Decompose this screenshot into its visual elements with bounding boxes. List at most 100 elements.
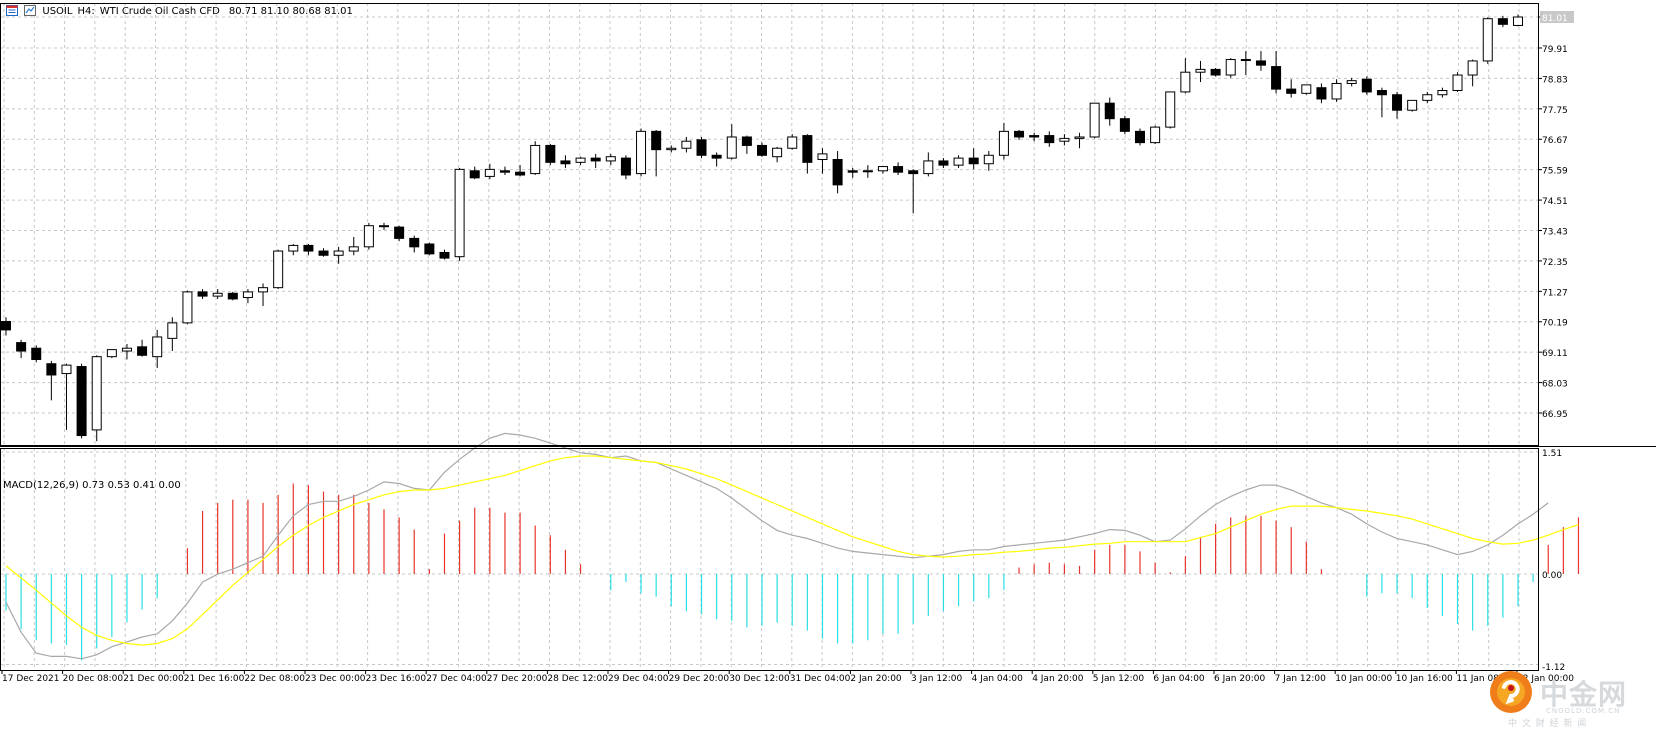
candle-bear	[1361, 78, 1372, 93]
candle-bear	[1, 320, 11, 331]
candle-bull	[182, 291, 193, 324]
candle-bear	[1044, 135, 1055, 144]
candle-bear	[893, 166, 904, 173]
time-label: 12 Jan 00:00	[1517, 674, 1574, 684]
time-label: 21 Dec 16:00	[184, 674, 245, 684]
candle-bull	[258, 287, 269, 293]
price-label: 72.35	[1542, 258, 1568, 268]
candle-bear	[499, 170, 510, 173]
candle-bull	[1301, 84, 1312, 94]
time-label: 11 Jan 08:00	[1456, 674, 1513, 684]
chart-window-icon[interactable]	[6, 5, 18, 16]
candle-bull	[877, 166, 888, 172]
candle-bull	[1240, 59, 1251, 62]
candle-bear	[757, 144, 767, 156]
candle-bull	[288, 244, 299, 252]
macd-axis-label: -1.12	[1542, 663, 1565, 673]
chart-type-icon[interactable]	[24, 5, 37, 16]
price-panel-frame	[0, 3, 1539, 446]
candle-bear	[227, 292, 238, 300]
panel-frames	[0, 3, 1656, 671]
time-label: 10 Jan 16:00	[1396, 674, 1453, 684]
price-candles	[1, 14, 1523, 442]
candle-bear	[46, 363, 57, 376]
candle-bear	[197, 291, 208, 297]
candle-bull	[212, 292, 223, 297]
price-label: 75.59	[1542, 167, 1568, 177]
time-label: 22 Dec 08:00	[244, 674, 305, 684]
macd-panel-frame	[0, 448, 1539, 671]
price-label: 70.19	[1542, 319, 1568, 329]
candle-bull	[998, 130, 1009, 156]
macd-axis-label: 1.51	[1542, 449, 1562, 459]
candle-bear	[1029, 135, 1040, 138]
candle-bull	[379, 225, 389, 228]
candle-bear	[515, 171, 526, 176]
candle-bear	[651, 130, 662, 151]
time-label: 21 Dec 00:00	[123, 674, 184, 684]
price-label: 66.95	[1542, 410, 1568, 420]
candle-bull	[1150, 126, 1161, 144]
candle-bull	[454, 168, 465, 258]
macd-main-line	[5, 432, 1549, 660]
candle-bear	[439, 251, 450, 259]
candle-bear	[545, 144, 556, 163]
price-label: 79.91	[1542, 45, 1568, 55]
time-label: 31 Dec 04:00	[790, 674, 851, 684]
candle-bear	[137, 346, 148, 356]
candle-bull	[1482, 18, 1493, 62]
time-label: 4 Jan 20:00	[1032, 674, 1084, 684]
price-label: 68.03	[1542, 380, 1568, 390]
time-label: 20 Dec 08:00	[63, 674, 124, 684]
watermark-brand: 中金网	[1540, 678, 1628, 711]
candle-bear	[1014, 130, 1025, 138]
candle-bull	[167, 322, 178, 339]
candle-bull	[1180, 71, 1191, 93]
candle-bull	[1467, 60, 1478, 76]
time-label: 30 Dec 12:00	[729, 674, 790, 684]
candle-bull	[681, 140, 692, 149]
price-label: 78.83	[1542, 75, 1568, 85]
candle-bear	[1286, 88, 1297, 94]
candle-bull	[862, 170, 873, 173]
time-label: 27 Dec 20:00	[487, 674, 548, 684]
macd-label: MACD(12,26,9) 0.73 0.53 0.41 0.00	[3, 480, 181, 491]
candle-bear	[620, 157, 631, 176]
chart-header: USOIL H4: WTI Crude Oil Cash CFD 80.71 81.1…	[6, 5, 358, 18]
price-label: 71.27	[1542, 288, 1568, 298]
candle-bear	[741, 136, 752, 146]
candle-bear	[303, 244, 314, 252]
candle-bear	[469, 170, 480, 179]
candle-bear	[1376, 90, 1387, 96]
candle-bull	[983, 154, 994, 165]
axis-labels: 81.01 79.91 78.83 77.75 76.67 75.59 74.51 73.43…	[1, 11, 1574, 684]
candle-bull	[1089, 102, 1100, 138]
candle-bear	[16, 342, 27, 352]
candle-bull	[91, 356, 102, 431]
watermark-site: CNGOLD.COM.CN	[1546, 707, 1621, 715]
candle-bull	[636, 130, 647, 175]
candle-bear	[1271, 66, 1282, 90]
candle-bear	[31, 347, 42, 360]
candle-bull	[363, 225, 374, 248]
ohlc-values: 80.71 81.10 80.68 81.01	[228, 6, 353, 17]
macd-axis-label: 0.00	[1542, 571, 1562, 581]
candle-bull	[1407, 99, 1418, 111]
watermark: 中金网 CNGOLD.COM.CN 中 文 财 经 新 闻	[1488, 669, 1648, 729]
candle-bull	[106, 349, 117, 358]
candle-bull	[1225, 59, 1236, 76]
macd-signal-line	[5, 455, 1579, 646]
candle-bull	[726, 136, 737, 159]
candle-bull	[152, 336, 163, 358]
price-label: 69.11	[1542, 349, 1568, 359]
time-label: 7 Jan 12:00	[1275, 674, 1327, 684]
symbol-name: USOIL	[42, 6, 73, 17]
candle-bull	[530, 144, 541, 175]
candle-bear	[1316, 87, 1327, 100]
candle-bull	[273, 250, 284, 289]
candle-bull	[1165, 91, 1176, 128]
candle-bear	[1497, 18, 1508, 25]
time-label: 17 Dec 2021	[2, 674, 60, 684]
candle-bear	[424, 243, 435, 255]
